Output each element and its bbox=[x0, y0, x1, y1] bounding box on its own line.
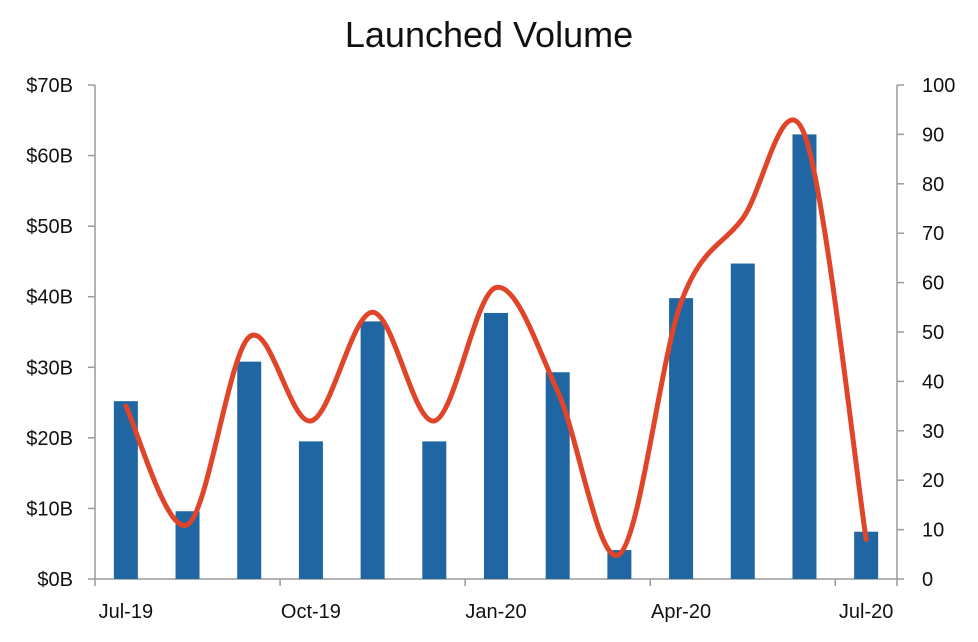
bar bbox=[237, 361, 262, 579]
bar bbox=[669, 298, 694, 579]
y-right-tick-label: 0 bbox=[922, 569, 933, 591]
bar bbox=[360, 321, 385, 579]
bar bbox=[730, 263, 755, 579]
series-line bbox=[123, 117, 869, 558]
bar bbox=[298, 441, 323, 579]
bar bbox=[484, 312, 508, 579]
y-left-tick-label: $40B bbox=[26, 287, 73, 309]
y-left-tick-label: $70B bbox=[26, 75, 73, 97]
y-left-tick-label: $10B bbox=[26, 498, 73, 520]
x-tick-label: Jul-19 bbox=[99, 601, 153, 623]
x-tick-label: Apr-20 bbox=[651, 601, 711, 623]
chart-title: Launched Volume bbox=[344, 14, 634, 55]
y-left-tick-label: $60B bbox=[26, 146, 73, 168]
y-left-tick-label: $0B bbox=[37, 569, 73, 591]
x-tick-label: Jul-20 bbox=[839, 601, 893, 623]
y-right-tick-label: 100 bbox=[922, 75, 955, 97]
x-tick-label: Oct-19 bbox=[281, 601, 341, 623]
y-right-tick-label: 30 bbox=[922, 421, 944, 443]
y-right-tick-label: 80 bbox=[922, 174, 944, 196]
x-tick-label: Jan-20 bbox=[465, 601, 526, 623]
y-right-tick-label: 90 bbox=[922, 124, 944, 146]
y-left-tick-label: $20B bbox=[26, 428, 73, 450]
y-right-tick-label: 50 bbox=[922, 322, 944, 344]
y-right-tick-label: 10 bbox=[922, 520, 944, 542]
y-right-tick-label: 20 bbox=[922, 470, 944, 492]
bar bbox=[422, 441, 447, 579]
y-right-tick-label: 40 bbox=[922, 371, 944, 393]
y-right-tick-label: 60 bbox=[922, 273, 944, 295]
bar bbox=[792, 134, 817, 579]
y-left-tick-label: $50B bbox=[26, 216, 73, 238]
bar bbox=[545, 372, 570, 579]
y-right-tick-label: 70 bbox=[922, 223, 944, 245]
y-left-tick-label: $30B bbox=[26, 357, 73, 379]
